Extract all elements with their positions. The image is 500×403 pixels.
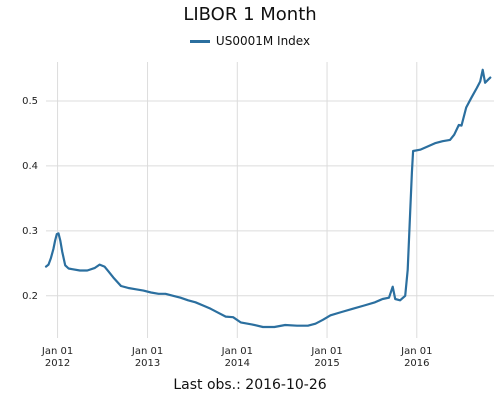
y-tick-label: 0.5	[22, 96, 38, 107]
legend: US0001M Index	[0, 34, 500, 48]
series-layer	[44, 68, 492, 329]
y-tick-label: 0.3	[22, 226, 38, 237]
x-tick-label: Jan 01	[41, 346, 73, 357]
legend-label: US0001M Index	[215, 34, 311, 48]
gridlines	[46, 62, 494, 338]
series-line-us0001m	[44, 68, 492, 329]
y-axis-ticks: 0.2 0.3 0.4 0.5	[22, 96, 38, 302]
chart-title: LIBOR 1 Month	[183, 4, 317, 25]
y-tick-label: 0.2	[22, 291, 38, 302]
x-tick-year: 2014	[225, 358, 250, 369]
y-tick-label: 0.4	[22, 161, 38, 172]
x-tick-year: 2012	[45, 358, 70, 369]
x-tick-label: Jan 01	[310, 346, 342, 357]
x-tick-year: 2013	[135, 358, 160, 369]
x-tick-label: Jan 01	[221, 346, 253, 357]
x-tick-year: 2016	[404, 358, 429, 369]
x-tick-label: Jan 01	[131, 346, 163, 357]
x-tick-label: Jan 01	[400, 346, 432, 357]
x-tick-year: 2015	[314, 358, 339, 369]
legend-swatch	[189, 40, 210, 43]
last-observation-label: Last obs.: 2016-10-26	[173, 377, 327, 393]
